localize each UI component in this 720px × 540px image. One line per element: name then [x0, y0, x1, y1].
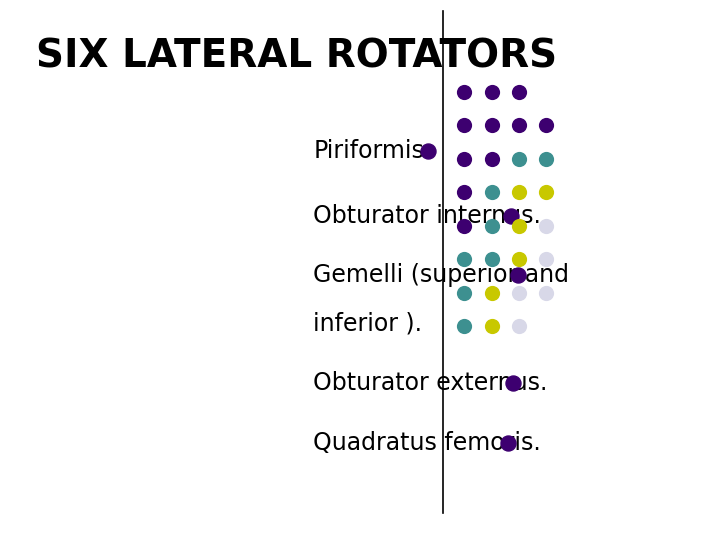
Point: [486, 322, 498, 330]
Point: [459, 87, 470, 96]
Text: Quadratus femoris.: Quadratus femoris.: [313, 431, 541, 455]
Point: [459, 255, 470, 264]
Point: [486, 288, 498, 297]
Point: [541, 255, 552, 264]
Point: [486, 255, 498, 264]
Point: [459, 188, 470, 197]
Point: [459, 221, 470, 230]
Point: [513, 87, 525, 96]
Text: SIX LATERAL ROTATORS: SIX LATERAL ROTATORS: [36, 38, 557, 76]
Point: [486, 87, 498, 96]
Point: [541, 288, 552, 297]
Text: Obturator internus.: Obturator internus.: [313, 204, 541, 228]
Point: [541, 188, 552, 197]
Point: [459, 288, 470, 297]
Point: [459, 154, 470, 163]
Point: [513, 121, 525, 130]
Point: [486, 121, 498, 130]
Point: [513, 288, 525, 297]
Point: [541, 154, 552, 163]
Point: [541, 121, 552, 130]
Point: [486, 221, 498, 230]
Point: [486, 188, 498, 197]
Point: [513, 255, 525, 264]
Text: Obturator externus.: Obturator externus.: [313, 372, 548, 395]
Point: [459, 322, 470, 330]
Point: [541, 221, 552, 230]
Point: [513, 221, 525, 230]
Text: Gemelli (superior and: Gemelli (superior and: [313, 264, 570, 287]
Point: [513, 154, 525, 163]
Point: [459, 121, 470, 130]
Point: [513, 322, 525, 330]
Point: [486, 154, 498, 163]
Text: inferior ).: inferior ).: [313, 312, 422, 336]
Point: [513, 188, 525, 197]
Text: Piriformis.: Piriformis.: [313, 139, 431, 163]
